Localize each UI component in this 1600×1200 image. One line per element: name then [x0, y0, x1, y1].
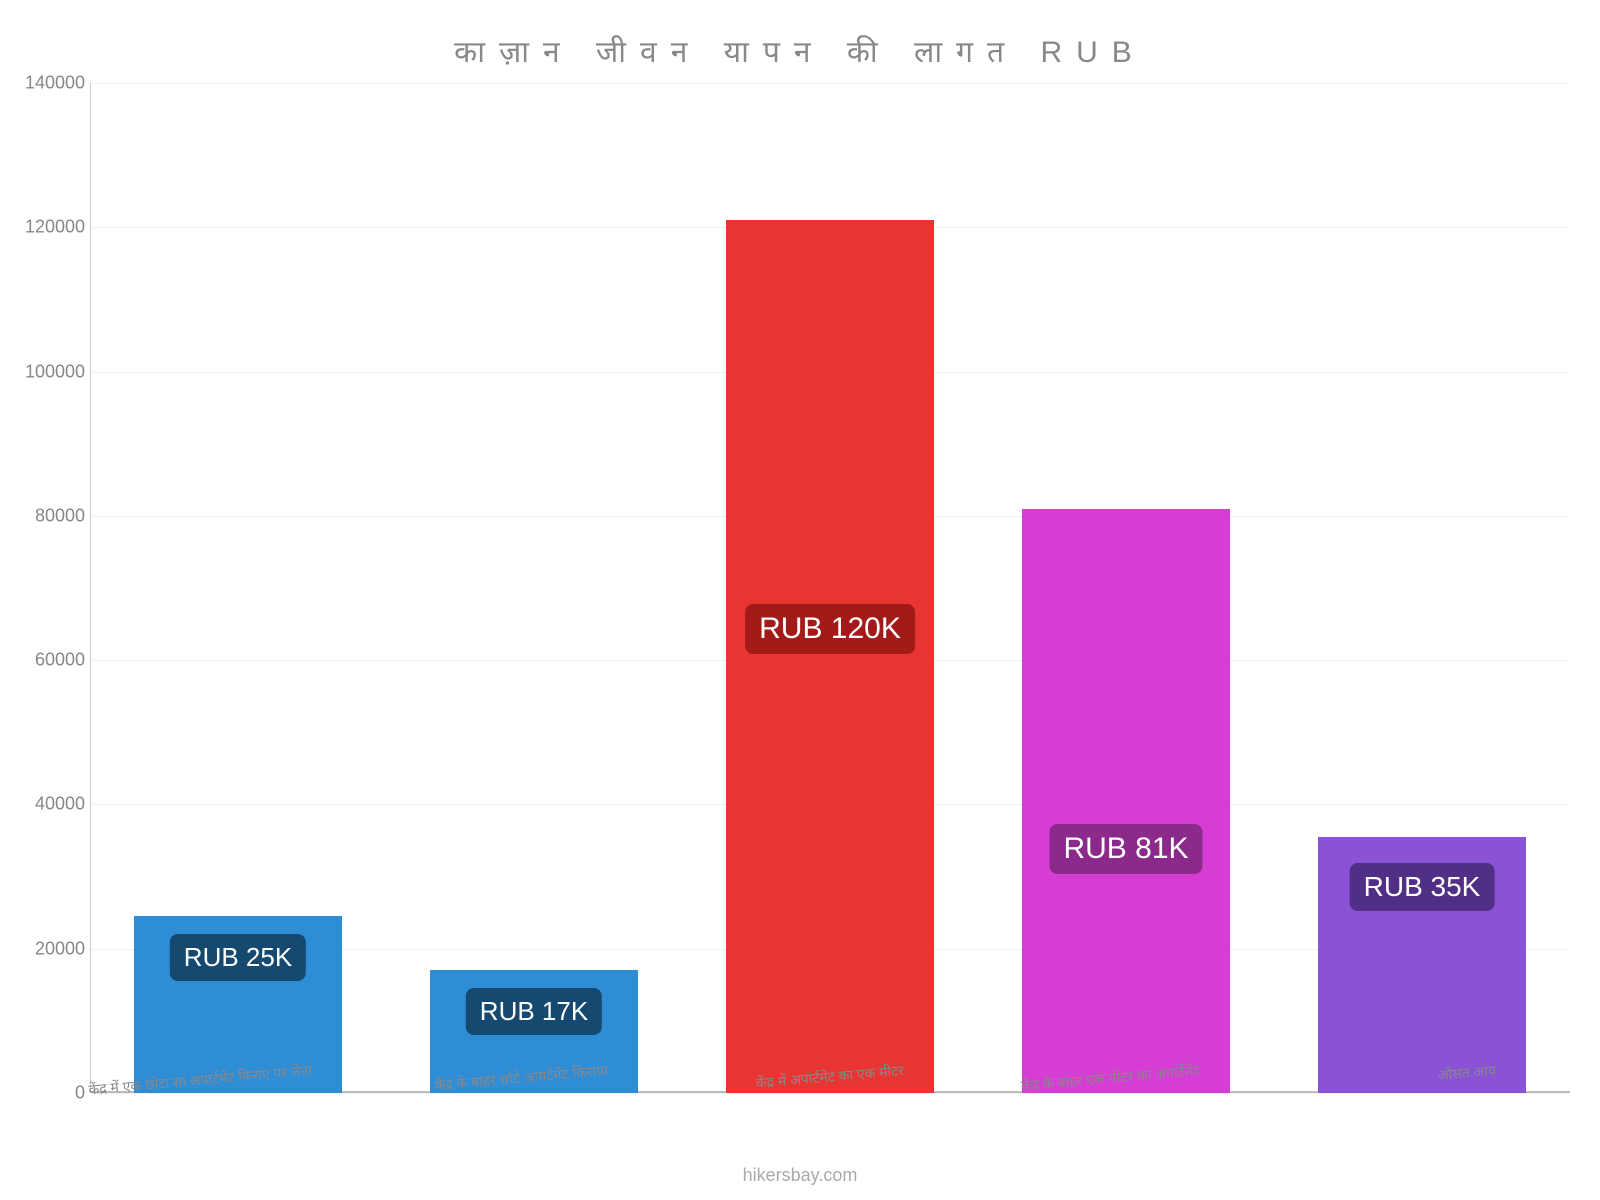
bar: RUB 35K	[1318, 837, 1525, 1093]
chart-container: काज़ान जीवन यापन की लागत RUB 02000040000…	[0, 0, 1600, 1200]
bars-layer: RUB 25K RUB 17K RUB 120K RUB 81K RUB 35K	[90, 83, 1570, 1093]
y-tick-label: 120000	[25, 217, 85, 238]
x-tick-label: औसत आय	[1437, 1061, 1497, 1085]
x-tick-label: केंद्र में एक छोटा सा अपार्टमेंट किराए प…	[87, 1061, 312, 1099]
bar: RUB 81K	[1022, 509, 1229, 1093]
x-tick-label: केंद्र में अपार्टमेंट का एक मीटर	[755, 1061, 905, 1093]
y-tick-label: 100000	[25, 361, 85, 382]
bar-value-label: RUB 35K	[1350, 863, 1495, 911]
attribution-text: hikersbay.com	[0, 1165, 1600, 1186]
y-tick-label: 60000	[25, 650, 85, 671]
x-tick-label: केंद्र के बाहर एक मीटर का अपार्टमेंट	[1020, 1061, 1200, 1096]
y-tick-label: 20000	[25, 938, 85, 959]
x-tick-label: केंद्र के बाहर छोटे अपार्टमेंट किराया	[433, 1061, 608, 1095]
x-axis-labels: केंद्र में एक छोटा सा अपार्टमेंट किराए प…	[90, 1061, 1570, 1111]
bar-value-label: RUB 120K	[745, 604, 915, 654]
bar-value-label: RUB 17K	[466, 988, 602, 1035]
bar: RUB 120K	[726, 220, 933, 1093]
y-tick-label: 0	[25, 1083, 85, 1104]
y-tick-label: 140000	[25, 73, 85, 94]
y-tick-label: 80000	[25, 505, 85, 526]
chart-title: काज़ान जीवन यापन की लागत RUB	[30, 30, 1570, 71]
bar-value-label: RUB 81K	[1049, 824, 1202, 874]
y-tick-label: 40000	[25, 794, 85, 815]
bar-value-label: RUB 25K	[170, 934, 306, 981]
y-axis-labels: 020000400006000080000100000120000140000	[25, 83, 85, 1093]
plot-area: 020000400006000080000100000120000140000 …	[90, 83, 1570, 1093]
